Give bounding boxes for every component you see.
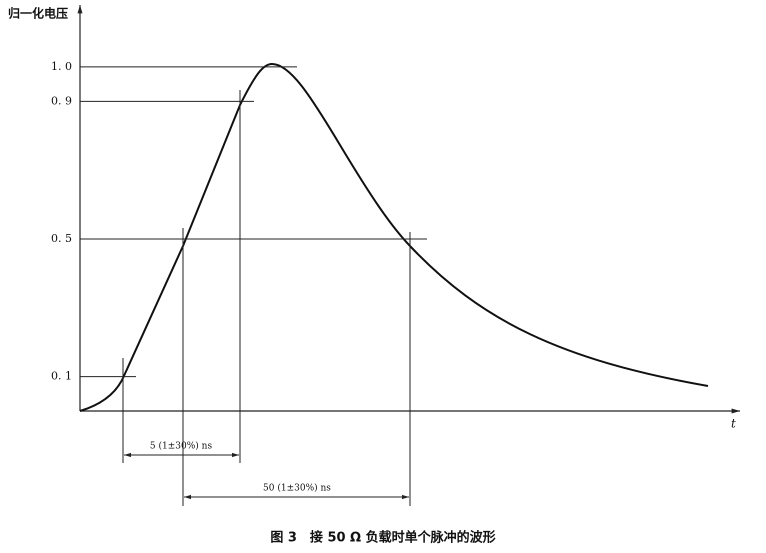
x-axis-label: t [731,417,736,431]
annotation: 5 (1±30%) ns [150,441,213,452]
caption: 图 3 接 50 Ω 负载时单个脉冲的波形 [270,530,495,546]
markers [122,90,411,506]
y-tick-label: 0. 1 [51,370,72,383]
annotation: 50 (1±30%) ns [263,483,331,494]
y-tick-label: 0. 5 [51,232,72,245]
y-tick-label: 1. 0 [51,60,72,73]
y-tick-label: 0. 9 [51,94,72,107]
pulse-curve [79,62,709,412]
y-axis-label: 归一化电压 [8,6,68,21]
